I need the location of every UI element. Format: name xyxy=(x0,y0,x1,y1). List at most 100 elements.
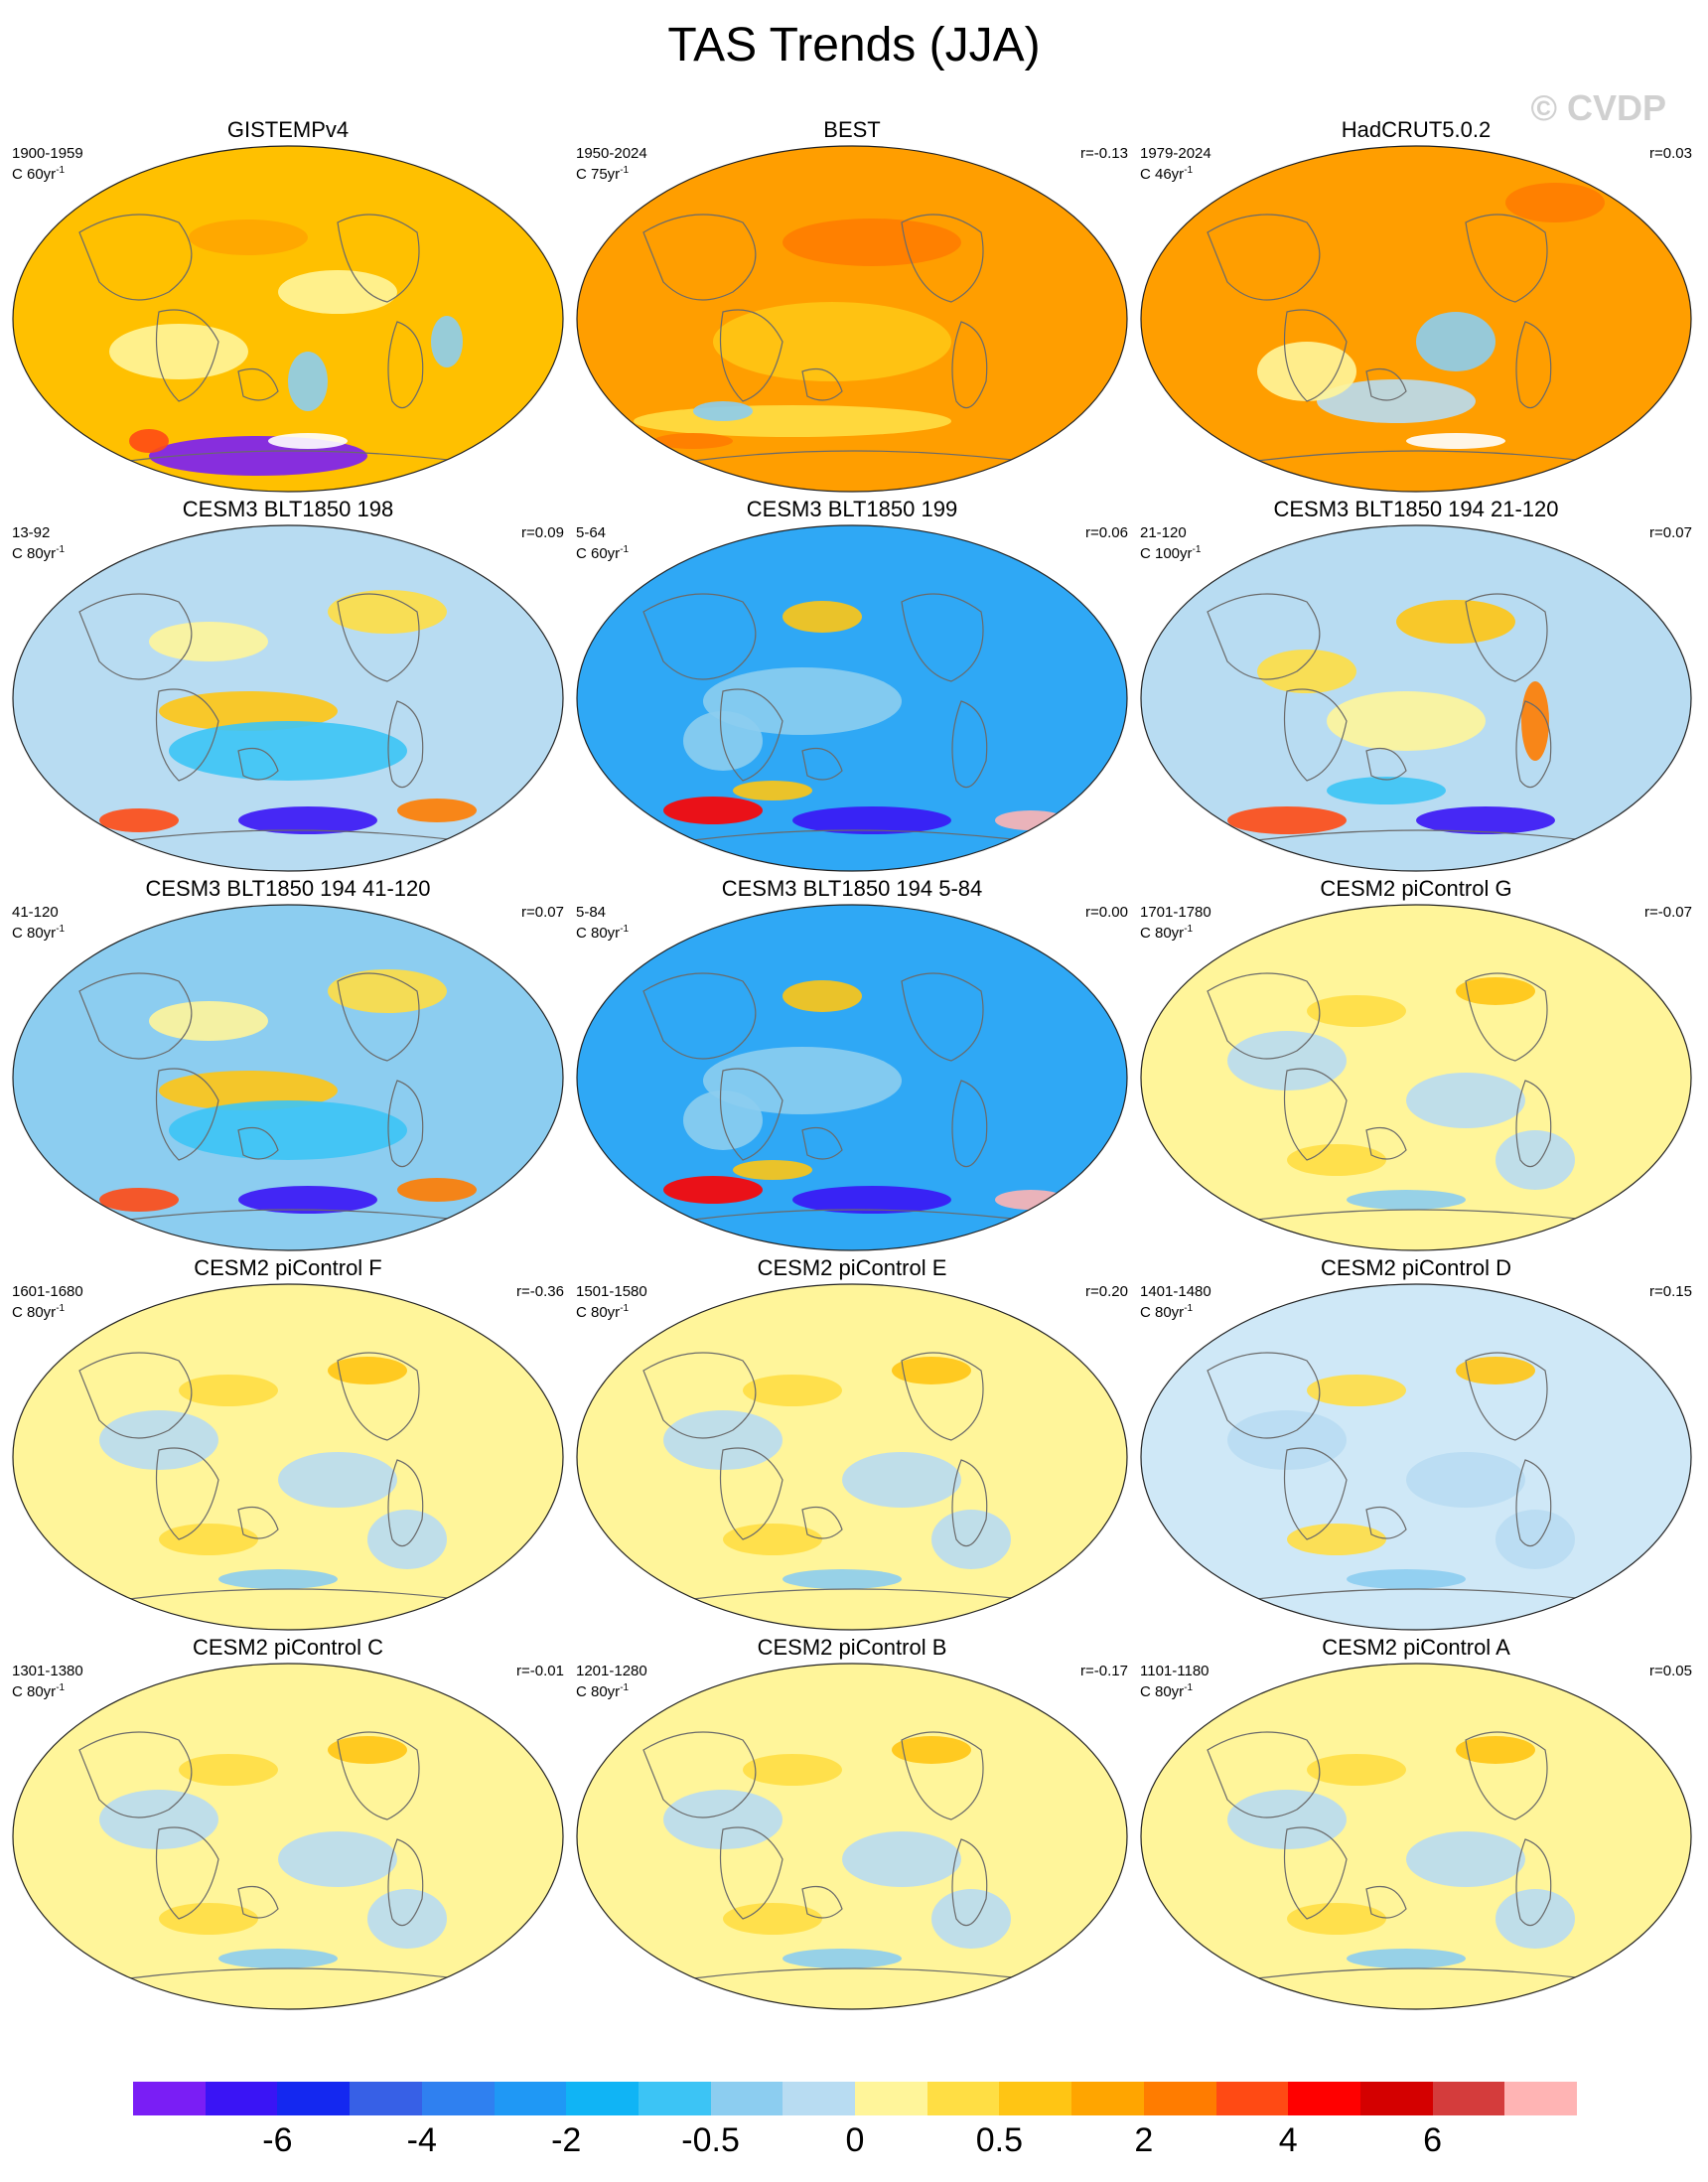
coastline xyxy=(1515,321,1552,409)
coastline xyxy=(720,1068,783,1161)
panel-period: 13-92 xyxy=(12,524,51,541)
coastline xyxy=(1365,1126,1407,1160)
trend-anomaly-region xyxy=(1327,691,1486,751)
map-background-field xyxy=(1141,146,1691,492)
map-panel: GISTEMPv4 1900-1959 C 60yr-1 xyxy=(10,117,566,495)
colorbar-swatch xyxy=(710,2082,783,2115)
trend-anomaly-region xyxy=(1406,433,1505,449)
trend-anomaly-region xyxy=(328,969,447,1013)
panel-correlation: r=0.05 xyxy=(1649,1663,1692,1679)
panel-title: CESM2 piControl A xyxy=(1322,1635,1510,1660)
robinson-map xyxy=(12,145,564,493)
panel-units-exponent: -1 xyxy=(620,544,630,555)
coastline xyxy=(1256,1209,1586,1221)
trend-anomaly-region xyxy=(1327,777,1446,804)
colorbar-tick-label: 2 xyxy=(1134,2121,1154,2159)
trend-anomaly-region xyxy=(1287,1144,1386,1176)
trend-anomaly-region xyxy=(995,810,1067,830)
panel-units-text: C 80yr xyxy=(12,925,57,942)
panel-title: CESM2 piControl E xyxy=(757,1255,947,1280)
panel-units-text: C 46yr xyxy=(1140,166,1185,183)
trend-anomaly-region xyxy=(1495,1510,1575,1569)
coastline xyxy=(1256,829,1586,841)
panel-title: CESM2 piControl D xyxy=(1321,1255,1511,1280)
panel-title: HadCRUT5.0.2 xyxy=(1341,117,1492,142)
map-border xyxy=(576,904,1128,1251)
map-border xyxy=(12,145,564,493)
panel-title: BEST xyxy=(823,117,881,142)
robinson-map xyxy=(12,1663,564,2010)
map-border xyxy=(576,1283,1128,1631)
panel-units: C 80yr-1 xyxy=(576,921,629,942)
colorbar-tick-label: 0 xyxy=(845,2121,865,2159)
panel-period: 1979-2024 xyxy=(1140,145,1211,162)
panel-period: 1301-1380 xyxy=(12,1663,83,1679)
map-border xyxy=(12,1663,564,2010)
colorbar xyxy=(133,2082,1578,2115)
colorbar-swatch xyxy=(566,2082,639,2115)
trend-anomaly-region xyxy=(1416,312,1495,371)
coastline xyxy=(1365,747,1407,781)
coastline xyxy=(901,972,984,1062)
coastline xyxy=(1465,1352,1548,1441)
trend-anomaly-region xyxy=(783,218,961,266)
trend-anomaly-region xyxy=(842,1831,961,1887)
coastline xyxy=(1365,1506,1407,1539)
coastline xyxy=(692,1209,1022,1221)
panel-correlation: r=-0.07 xyxy=(1644,904,1692,921)
coastline xyxy=(1365,367,1407,401)
coastline xyxy=(951,1459,988,1547)
trend-anomaly-region xyxy=(1396,600,1515,644)
map-border xyxy=(12,1283,564,1631)
panel-units-text: C 80yr xyxy=(12,1304,57,1321)
colorbar-tick-label: 6 xyxy=(1423,2121,1443,2159)
coastline xyxy=(901,593,984,682)
panel-title: CESM2 piControl B xyxy=(757,1635,947,1660)
panel-units-exponent: -1 xyxy=(56,924,66,935)
coastline xyxy=(156,309,219,402)
coastline xyxy=(642,214,757,301)
panel-period: 5-64 xyxy=(576,524,607,541)
coastline xyxy=(951,1838,988,1927)
coastline xyxy=(237,1126,279,1160)
trend-anomaly-region xyxy=(1307,1375,1406,1406)
coastline xyxy=(801,747,843,781)
trend-anomaly-region xyxy=(663,1176,763,1204)
trend-anomaly-region xyxy=(149,622,268,661)
robinson-map xyxy=(12,524,564,872)
coastline xyxy=(1207,214,1321,301)
panel-period: 21-120 xyxy=(1140,524,1187,541)
coastline xyxy=(692,1967,1022,1979)
coastline xyxy=(128,829,458,841)
colorbar-swatch xyxy=(855,2082,927,2115)
trend-anomaly-region xyxy=(653,433,733,449)
panel-period: 1201-1280 xyxy=(576,1663,647,1679)
colorbar-swatch xyxy=(926,2082,1000,2115)
map-panel: CESM3 BLT1850 194 5-84 5-84 C 80yr-1 r=0.00 xyxy=(574,876,1130,1253)
panel-units-text: C 80yr xyxy=(576,925,621,942)
coastline xyxy=(642,593,757,680)
panel-units-text: C 80yr xyxy=(12,1683,57,1700)
map-panel: CESM2 piControl E 1501-1580 C 80yr-1 r=0.20 xyxy=(574,1255,1130,1633)
trend-anomaly-region xyxy=(218,1949,338,1968)
trend-anomaly-region xyxy=(278,270,397,314)
panel-period: 41-120 xyxy=(12,904,59,921)
trend-anomaly-region xyxy=(179,1375,278,1406)
coastline xyxy=(1284,1068,1348,1161)
panel-units-text: C 100yr xyxy=(1140,545,1193,562)
trend-anomaly-region xyxy=(189,219,308,255)
panel-title: CESM2 piControl C xyxy=(193,1635,383,1660)
colorbar-swatch xyxy=(1288,2082,1360,2115)
panel-title: CESM3 BLT1850 198 xyxy=(182,497,394,521)
panel-title: CESM2 piControl F xyxy=(194,1255,382,1280)
panel-units-exponent: -1 xyxy=(1184,1682,1194,1693)
map-background-field xyxy=(13,146,563,492)
panel-units-exponent: -1 xyxy=(1192,544,1202,555)
trend-anomaly-region xyxy=(397,1178,477,1202)
trend-anomaly-region xyxy=(278,1452,397,1508)
trend-anomaly-region xyxy=(1521,681,1549,761)
trend-anomaly-region xyxy=(783,1569,902,1589)
map-border xyxy=(1140,1663,1692,2010)
map-panel: HadCRUT5.0.2 1979-2024 C 46yr-1 r=0.03 xyxy=(1138,117,1694,495)
coastline xyxy=(951,1080,988,1168)
